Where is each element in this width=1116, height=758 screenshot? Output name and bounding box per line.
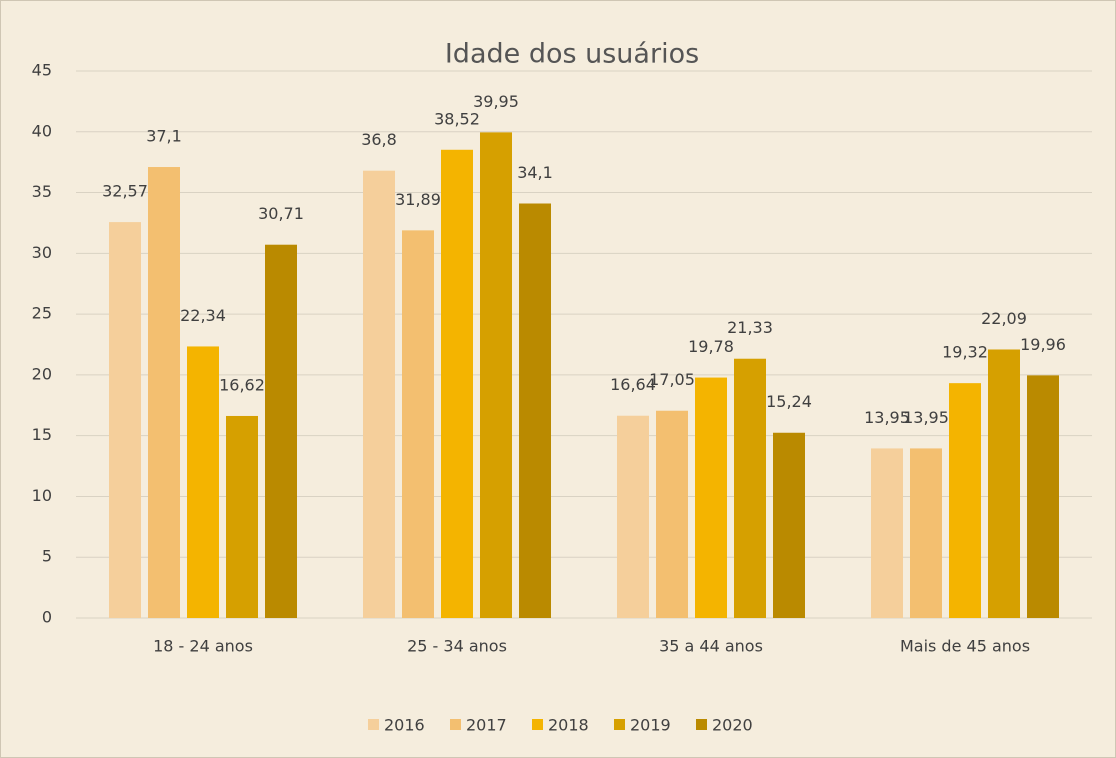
data-label: 30,71 — [258, 204, 304, 223]
y-tick-label: 35 — [32, 182, 52, 201]
legend-label: 2017 — [466, 716, 507, 735]
y-tick-label: 20 — [32, 364, 52, 383]
bar — [265, 244, 297, 619]
bar — [617, 415, 649, 618]
bar — [988, 349, 1020, 618]
legend-swatch — [450, 719, 461, 730]
legend-swatch — [614, 719, 625, 730]
data-label: 39,95 — [473, 92, 519, 111]
bar — [226, 415, 258, 618]
x-tick-label: Mais de 45 anos — [900, 637, 1030, 656]
y-tick-label: 45 — [32, 61, 52, 80]
bar — [402, 230, 434, 619]
bar — [910, 448, 942, 618]
bar — [695, 377, 727, 618]
legend-label: 2018 — [548, 716, 589, 735]
y-tick-label: 5 — [42, 547, 52, 566]
legend-label: 2016 — [384, 716, 425, 735]
bar — [656, 410, 688, 618]
data-label: 34,1 — [517, 163, 553, 182]
data-label: 36,8 — [361, 130, 397, 149]
data-label: 13,95 — [864, 408, 910, 427]
data-label: 32,57 — [102, 182, 148, 201]
legend-swatch — [532, 719, 543, 730]
bar — [441, 149, 473, 618]
bar — [363, 170, 395, 619]
data-label: 19,32 — [942, 343, 988, 362]
y-tick-label: 10 — [32, 486, 52, 505]
y-tick-label: 15 — [32, 425, 52, 444]
data-label: 37,1 — [146, 127, 182, 146]
bar — [1027, 375, 1059, 618]
bar — [109, 222, 141, 618]
x-tick-label: 35 a 44 anos — [659, 637, 763, 656]
data-label: 31,89 — [395, 190, 441, 209]
legend-swatch — [696, 719, 707, 730]
x-tick-label: 18 - 24 anos — [153, 637, 253, 656]
data-label: 38,52 — [434, 109, 480, 128]
bar — [187, 346, 219, 618]
data-label: 16,62 — [219, 375, 265, 394]
y-tick-label: 30 — [32, 243, 52, 262]
data-label: 22,09 — [981, 309, 1027, 328]
legend-label: 2020 — [712, 716, 753, 735]
bar — [871, 448, 903, 618]
bar — [148, 167, 180, 619]
bar — [734, 358, 766, 618]
data-label: 17,05 — [649, 370, 695, 389]
legend-swatch — [368, 719, 379, 730]
y-tick-label: 0 — [42, 608, 52, 627]
legend-label: 2019 — [630, 716, 671, 735]
y-tick-label: 40 — [32, 121, 52, 140]
x-tick-label: 25 - 34 anos — [407, 637, 507, 656]
data-label: 16,64 — [610, 375, 656, 394]
bar — [773, 432, 805, 618]
data-label: 13,95 — [903, 408, 949, 427]
data-label: 21,33 — [727, 318, 773, 337]
data-label: 19,96 — [1020, 335, 1066, 354]
chart-title: Idade dos usuários — [445, 39, 699, 70]
y-tick-label: 25 — [32, 304, 52, 323]
data-label: 22,34 — [180, 306, 226, 325]
bar — [519, 203, 551, 619]
data-label: 19,78 — [688, 337, 734, 356]
data-label: 15,24 — [766, 392, 812, 411]
bar — [480, 132, 512, 618]
bar — [949, 383, 981, 618]
